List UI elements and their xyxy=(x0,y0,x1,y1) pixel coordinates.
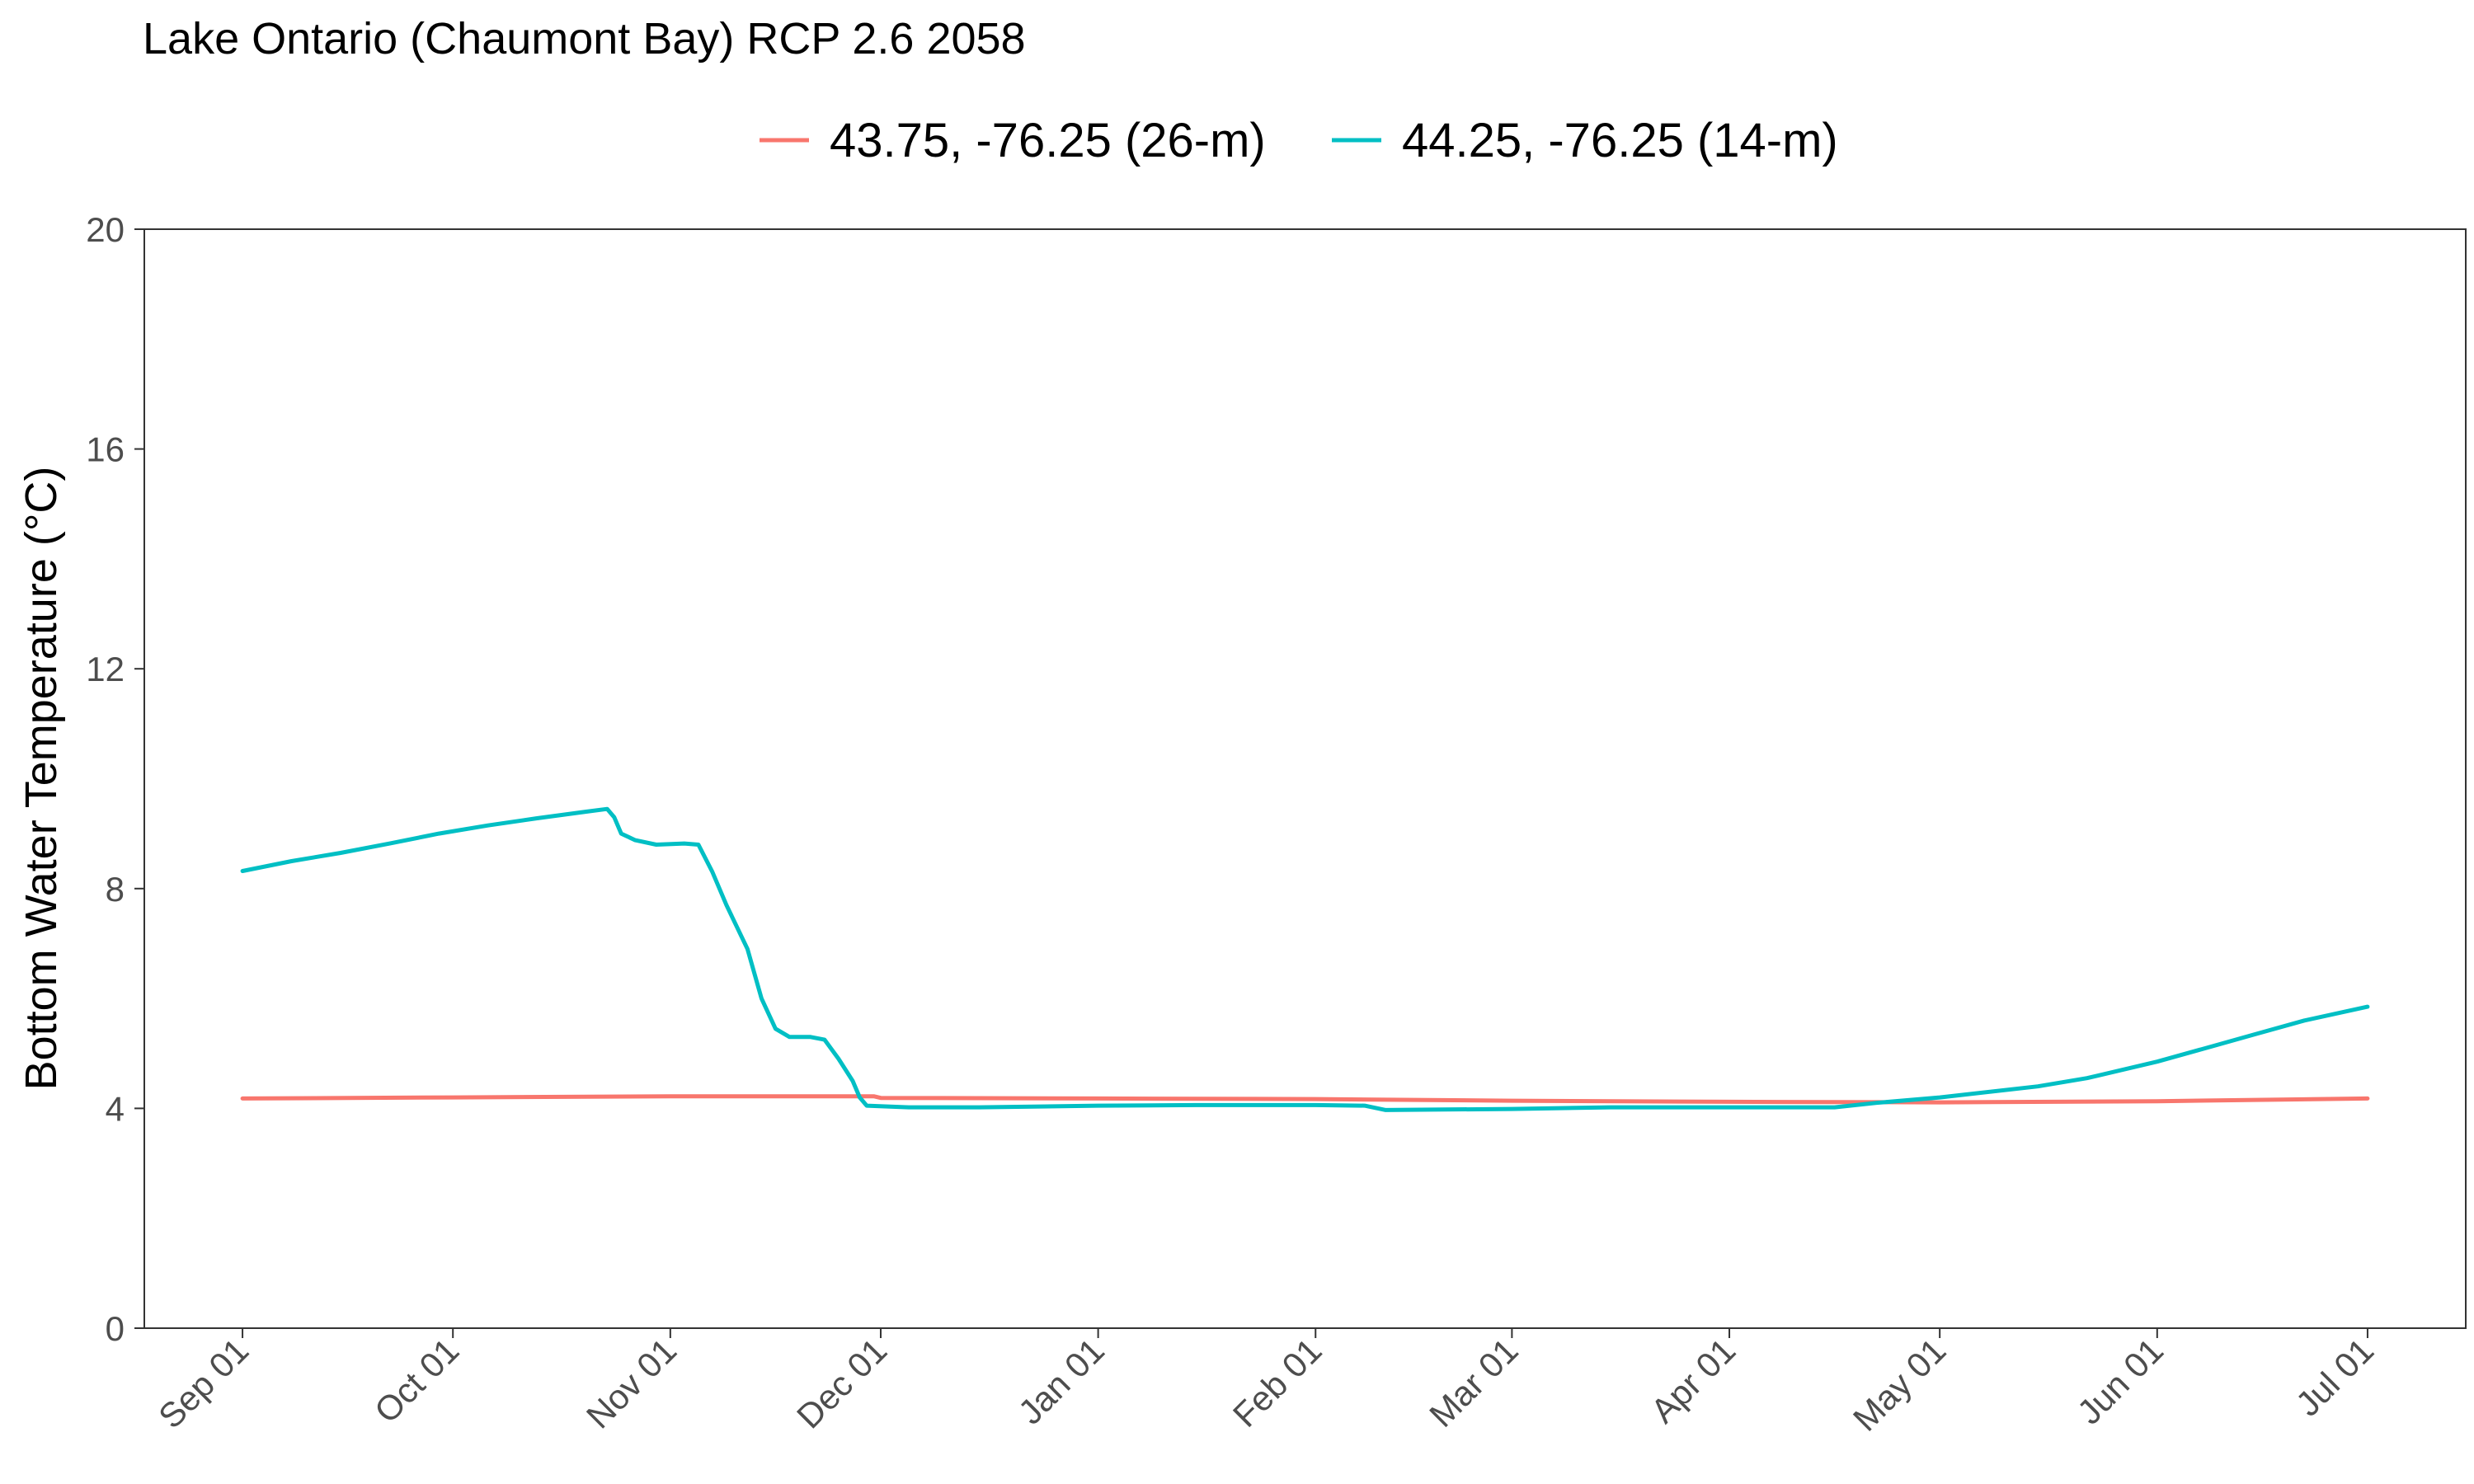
x-tick-label: Mar 01 xyxy=(1422,1331,1526,1435)
x-tick-label: Nov 01 xyxy=(579,1331,684,1435)
plot-panel xyxy=(143,228,2467,1329)
legend: 43.75, -76.25 (26-m) 44.25, -76.25 (14-m… xyxy=(760,114,1838,167)
y-axis: 0 4 8 12 16 20 xyxy=(86,210,144,1348)
y-tick-label: 12 xyxy=(86,650,125,688)
y-tick-label: 16 xyxy=(86,430,125,469)
x-tick-label: Sep 01 xyxy=(151,1331,256,1435)
y-tick-label: 8 xyxy=(106,870,125,909)
series-layer xyxy=(240,806,2370,1112)
x-tick-label: Jul 01 xyxy=(2288,1331,2381,1423)
x-tick-label: Jan 01 xyxy=(1011,1331,1112,1431)
x-tick-label: Oct 01 xyxy=(367,1331,467,1430)
x-tick-label: Dec 01 xyxy=(789,1331,894,1435)
x-tick-label: Jun 01 xyxy=(2070,1331,2171,1431)
x-tick-label: Feb 01 xyxy=(1225,1331,1329,1435)
series-line-1 xyxy=(240,1094,2370,1105)
y-tick-label: 0 xyxy=(106,1309,125,1348)
x-tick-label: May 01 xyxy=(1846,1331,1954,1439)
series-line-2 xyxy=(240,806,2370,1112)
y-axis-title: Bottom Water Temperature (°C) xyxy=(16,467,66,1091)
legend-label-series-2: 44.25, -76.25 (14-m) xyxy=(1402,114,1838,167)
legend-label-series-1: 43.75, -76.25 (26-m) xyxy=(830,114,1266,167)
y-tick-label: 20 xyxy=(86,210,125,249)
chart-title: Lake Ontario (Chaumont Bay) RCP 2.6 2058 xyxy=(143,14,1026,63)
y-tick-label: 4 xyxy=(106,1089,125,1128)
x-axis: Sep 01 Oct 01 Nov 01 Dec 01 Jan 01 Feb 01 Mar … xyxy=(151,1328,2381,1439)
x-tick-label: Apr 01 xyxy=(1644,1331,1743,1430)
